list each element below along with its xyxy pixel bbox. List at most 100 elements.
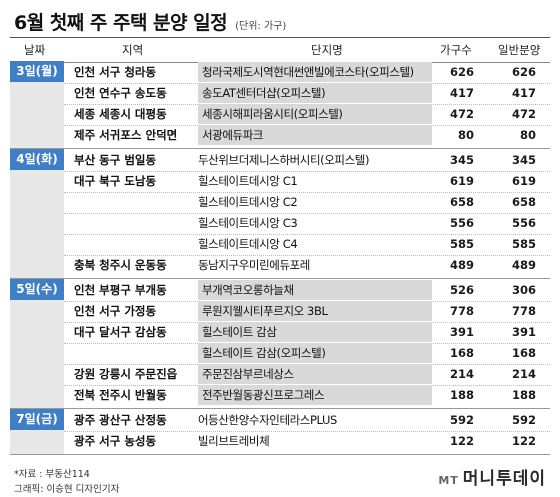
region-cell: 인천 서구 청라동 (74, 65, 157, 79)
general-cell: 306 (511, 283, 536, 297)
table-row: 광주 서구 농성동 빌리브트레비체 122 122 (64, 431, 550, 452)
complex-cell: 루원지웰시티푸르지오 3BL (198, 301, 432, 321)
table-row: 광주 광산구 산정동 어등산한양수자인테라스PLUS 592 592 (64, 410, 550, 431)
complex-cell: 힐스테이트데시앙 C2 (198, 195, 298, 209)
table-row: 인천 연수구 송도동 송도AT센터더샵(오피스텔) 417 417 (64, 83, 550, 104)
general-cell: 417 (511, 86, 536, 100)
row-divider (64, 192, 550, 193)
day-label: 5일(수) (10, 279, 64, 300)
table-row: 인천 서구 가정동 루원지웰시티푸르지오 3BL 778 778 (64, 301, 550, 322)
region-cell: 세종 세종시 대평동 (74, 107, 167, 121)
total-cell: 122 (449, 434, 474, 448)
complex-cell: 세종시해피라움시티(오피스텔) (198, 104, 432, 124)
total-cell: 391 (449, 325, 474, 339)
region-cell: 인천 부평구 부개동 (74, 283, 167, 297)
general-cell: 658 (511, 195, 536, 209)
table-row: 힐스테이트데시앙 C3 556 556 (64, 213, 550, 234)
header-general: 일반분양 (498, 43, 541, 57)
complex-cell: 서광에듀파크 (198, 125, 432, 145)
region-cell: 전북 전주시 반월동 (74, 388, 167, 402)
table-row: 힐스테이트데시앙 C2 658 658 (64, 192, 550, 213)
complex-cell: 두산위브더제니스하버시티(오피스텔) (198, 153, 370, 167)
general-cell: 556 (511, 216, 536, 230)
complex-cell: 송도AT센터더샵(오피스텔) (198, 83, 432, 103)
complex-cell: 힐스테이트데시앙 C3 (198, 216, 298, 230)
total-cell: 778 (449, 304, 474, 318)
general-cell: 489 (511, 258, 536, 272)
day-label: 4일(화) (10, 149, 64, 170)
region-cell: 인천 연수구 송도동 (74, 86, 167, 100)
complex-cell: 주문진삼부르네상스 (198, 364, 432, 384)
general-cell: 188 (511, 388, 536, 402)
general-cell: 345 (511, 153, 536, 167)
table-row: 힐스테이트 감삼(오피스텔) 168 168 (64, 343, 550, 364)
logo-mark: MT (438, 474, 459, 487)
logo: MT 머니투데이 (438, 464, 546, 489)
total-cell: 80 (457, 128, 474, 142)
graphic-credit: 그래픽: 이승현 디자인기자 (14, 484, 120, 495)
general-cell: 214 (511, 367, 536, 381)
complex-cell: 빌리브트레비체 (198, 434, 270, 448)
complex-cell: 전주반월동광신프로그레스 (198, 385, 432, 405)
complex-cell: 힐스테이트 감삼 (198, 322, 432, 342)
complex-cell: 힐스테이트 감삼(오피스텔) (198, 343, 432, 363)
total-cell: 592 (449, 413, 474, 427)
table-row: 대구 달서구 감삼동 힐스테이트 감삼 391 391 (64, 322, 550, 343)
row-divider (64, 234, 550, 235)
total-cell: 188 (449, 388, 474, 402)
total-cell: 417 (449, 86, 474, 100)
total-cell: 472 (449, 107, 474, 121)
total-cell: 168 (449, 346, 474, 360)
day-label: 3일(월) (10, 61, 64, 82)
total-cell: 658 (449, 195, 474, 209)
region-cell: 충북 청주시 운동동 (74, 258, 167, 272)
region-cell: 광주 서구 농성동 (74, 434, 157, 448)
row-divider (64, 431, 550, 432)
day-group: 4일(화) 부산 동구 범일동 두산위브더제니스하버시티(오피스텔) 345 345 대구… (10, 149, 550, 279)
complex-cell: 동남지구우미린에듀포레 (198, 258, 310, 272)
header-region: 지역 (122, 43, 144, 57)
table-row: 제주 서귀포스 안덕면 서광에듀파크 80 80 (64, 125, 550, 146)
day-column (10, 279, 64, 408)
table-row: 충북 청주시 운동동 동남지구우미린에듀포레 489 489 (64, 255, 550, 276)
total-cell: 619 (449, 174, 474, 188)
general-cell: 122 (511, 434, 536, 448)
region-cell: 강원 강릉시 주문진읍 (74, 367, 178, 381)
row-divider (64, 171, 550, 172)
general-cell: 778 (511, 304, 536, 318)
general-cell: 391 (511, 325, 536, 339)
total-cell: 626 (449, 65, 474, 79)
source-note: *자료 : 부동산114 (14, 469, 90, 480)
table-row: 인천 부평구 부개동 부개역코오롱하늘채 526 306 (64, 280, 550, 301)
day-column (10, 149, 64, 278)
general-cell: 619 (511, 174, 536, 188)
region-cell: 광주 광산구 산정동 (74, 413, 167, 427)
total-cell: 214 (449, 367, 474, 381)
complex-cell: 부개역코오롱하늘채 (198, 280, 432, 300)
general-cell: 168 (511, 346, 536, 360)
general-cell: 80 (519, 128, 536, 142)
complex-cell: 청라국제도시역현대썬앤빌에코스타(오피스텔) (198, 62, 432, 82)
general-cell: 585 (511, 237, 536, 251)
general-cell: 626 (511, 65, 536, 79)
day-group: 7일(금) 광주 광산구 산정동 어등산한양수자인테라스PLUS 592 592 광주 서… (10, 409, 550, 455)
day-group: 5일(수) 인천 부평구 부개동 부개역코오롱하늘채 526 306 인천 서구 가정동 루… (10, 279, 550, 409)
header-complex: 단지명 (311, 43, 343, 57)
total-cell: 556 (449, 216, 474, 230)
title-row: 6월 첫째 주 주택 분양 일정 (단위: 가구) (14, 8, 286, 35)
region-cell: 인천 서구 가정동 (74, 304, 157, 318)
complex-cell: 힐스테이트데시앙 C1 (198, 174, 298, 188)
complex-cell: 힐스테이트데시앙 C4 (198, 237, 298, 251)
region-cell: 부산 동구 범일동 (74, 153, 157, 167)
unit-label: (단위: 가구) (235, 21, 287, 32)
region-cell: 대구 달서구 감삼동 (74, 325, 167, 339)
table-header: 날짜 지역 단지명 가구수 일반분양 (10, 37, 550, 63)
table-row: 세종 세종시 대평동 세종시해피라움시티(오피스텔) 472 472 (64, 104, 550, 125)
day-label: 7일(금) (10, 409, 64, 430)
table-row: 힐스테이트데시앙 C4 585 585 (64, 234, 550, 255)
header-total: 가구수 (440, 43, 472, 57)
logo-name: 머니투데이 (462, 469, 546, 489)
header-date: 날짜 (24, 43, 46, 57)
table-row: 강원 강릉시 주문진읍 주문진삼부르네상스 214 214 (64, 364, 550, 385)
day-group: 3일(월) 인천 서구 청라동 청라국제도시역현대썬앤빌에코스타(오피스텔) 626 6… (10, 61, 550, 149)
